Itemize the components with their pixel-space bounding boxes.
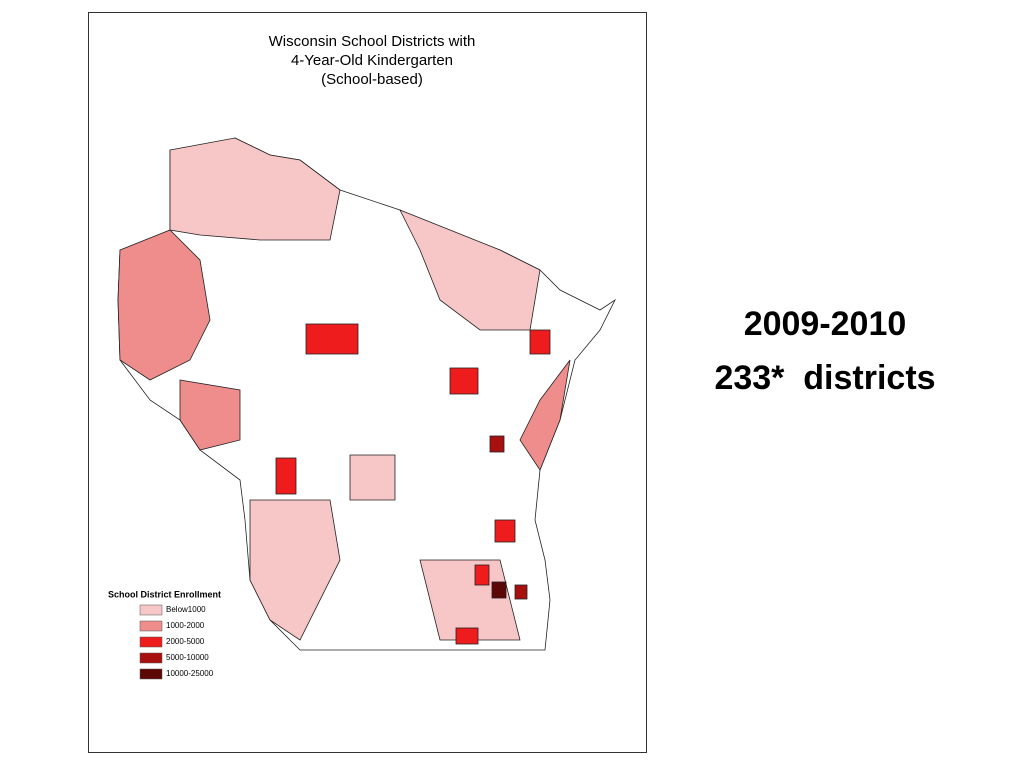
district-region (494, 519, 516, 543)
district-region (519, 359, 571, 471)
district-region (489, 435, 505, 453)
map-title: 4-Year-Old Kindergarten (291, 52, 453, 69)
district-region (455, 627, 479, 645)
district-region (474, 564, 490, 586)
district-region (419, 559, 521, 641)
slide-count: 233* districts (714, 359, 935, 397)
legend-swatch (139, 652, 163, 664)
district-region (449, 367, 479, 395)
district-region (305, 323, 359, 355)
map-title: Wisconsin School Districts with (269, 33, 476, 50)
district-region (514, 584, 528, 600)
legend-label: Below1000 (166, 605, 206, 614)
slide-year: 2009-2010 (744, 305, 907, 343)
district-region (179, 379, 241, 451)
map-title: (School-based) (321, 71, 423, 88)
district-region (117, 229, 211, 381)
district-region (529, 329, 551, 355)
legend-swatch (139, 604, 163, 616)
district-region (275, 457, 297, 495)
district-region (169, 137, 341, 241)
legend: Below1000 1000-2000 2000-5000 5000-10000 100… (139, 604, 214, 680)
district-region (491, 581, 507, 599)
state-map (117, 137, 617, 651)
legend-swatch (139, 636, 163, 648)
legend-label: 2000-5000 (166, 637, 205, 646)
legend-swatch (139, 620, 163, 632)
legend-label: 10000-25000 (166, 669, 214, 678)
legend-label: 5000-10000 (166, 653, 209, 662)
district-region (349, 454, 396, 501)
legend-title: School District Enrollment (108, 589, 221, 599)
district-region (399, 209, 541, 331)
legend-swatch (139, 668, 163, 680)
district-region (249, 499, 341, 641)
legend-label: 1000-2000 (166, 621, 205, 630)
